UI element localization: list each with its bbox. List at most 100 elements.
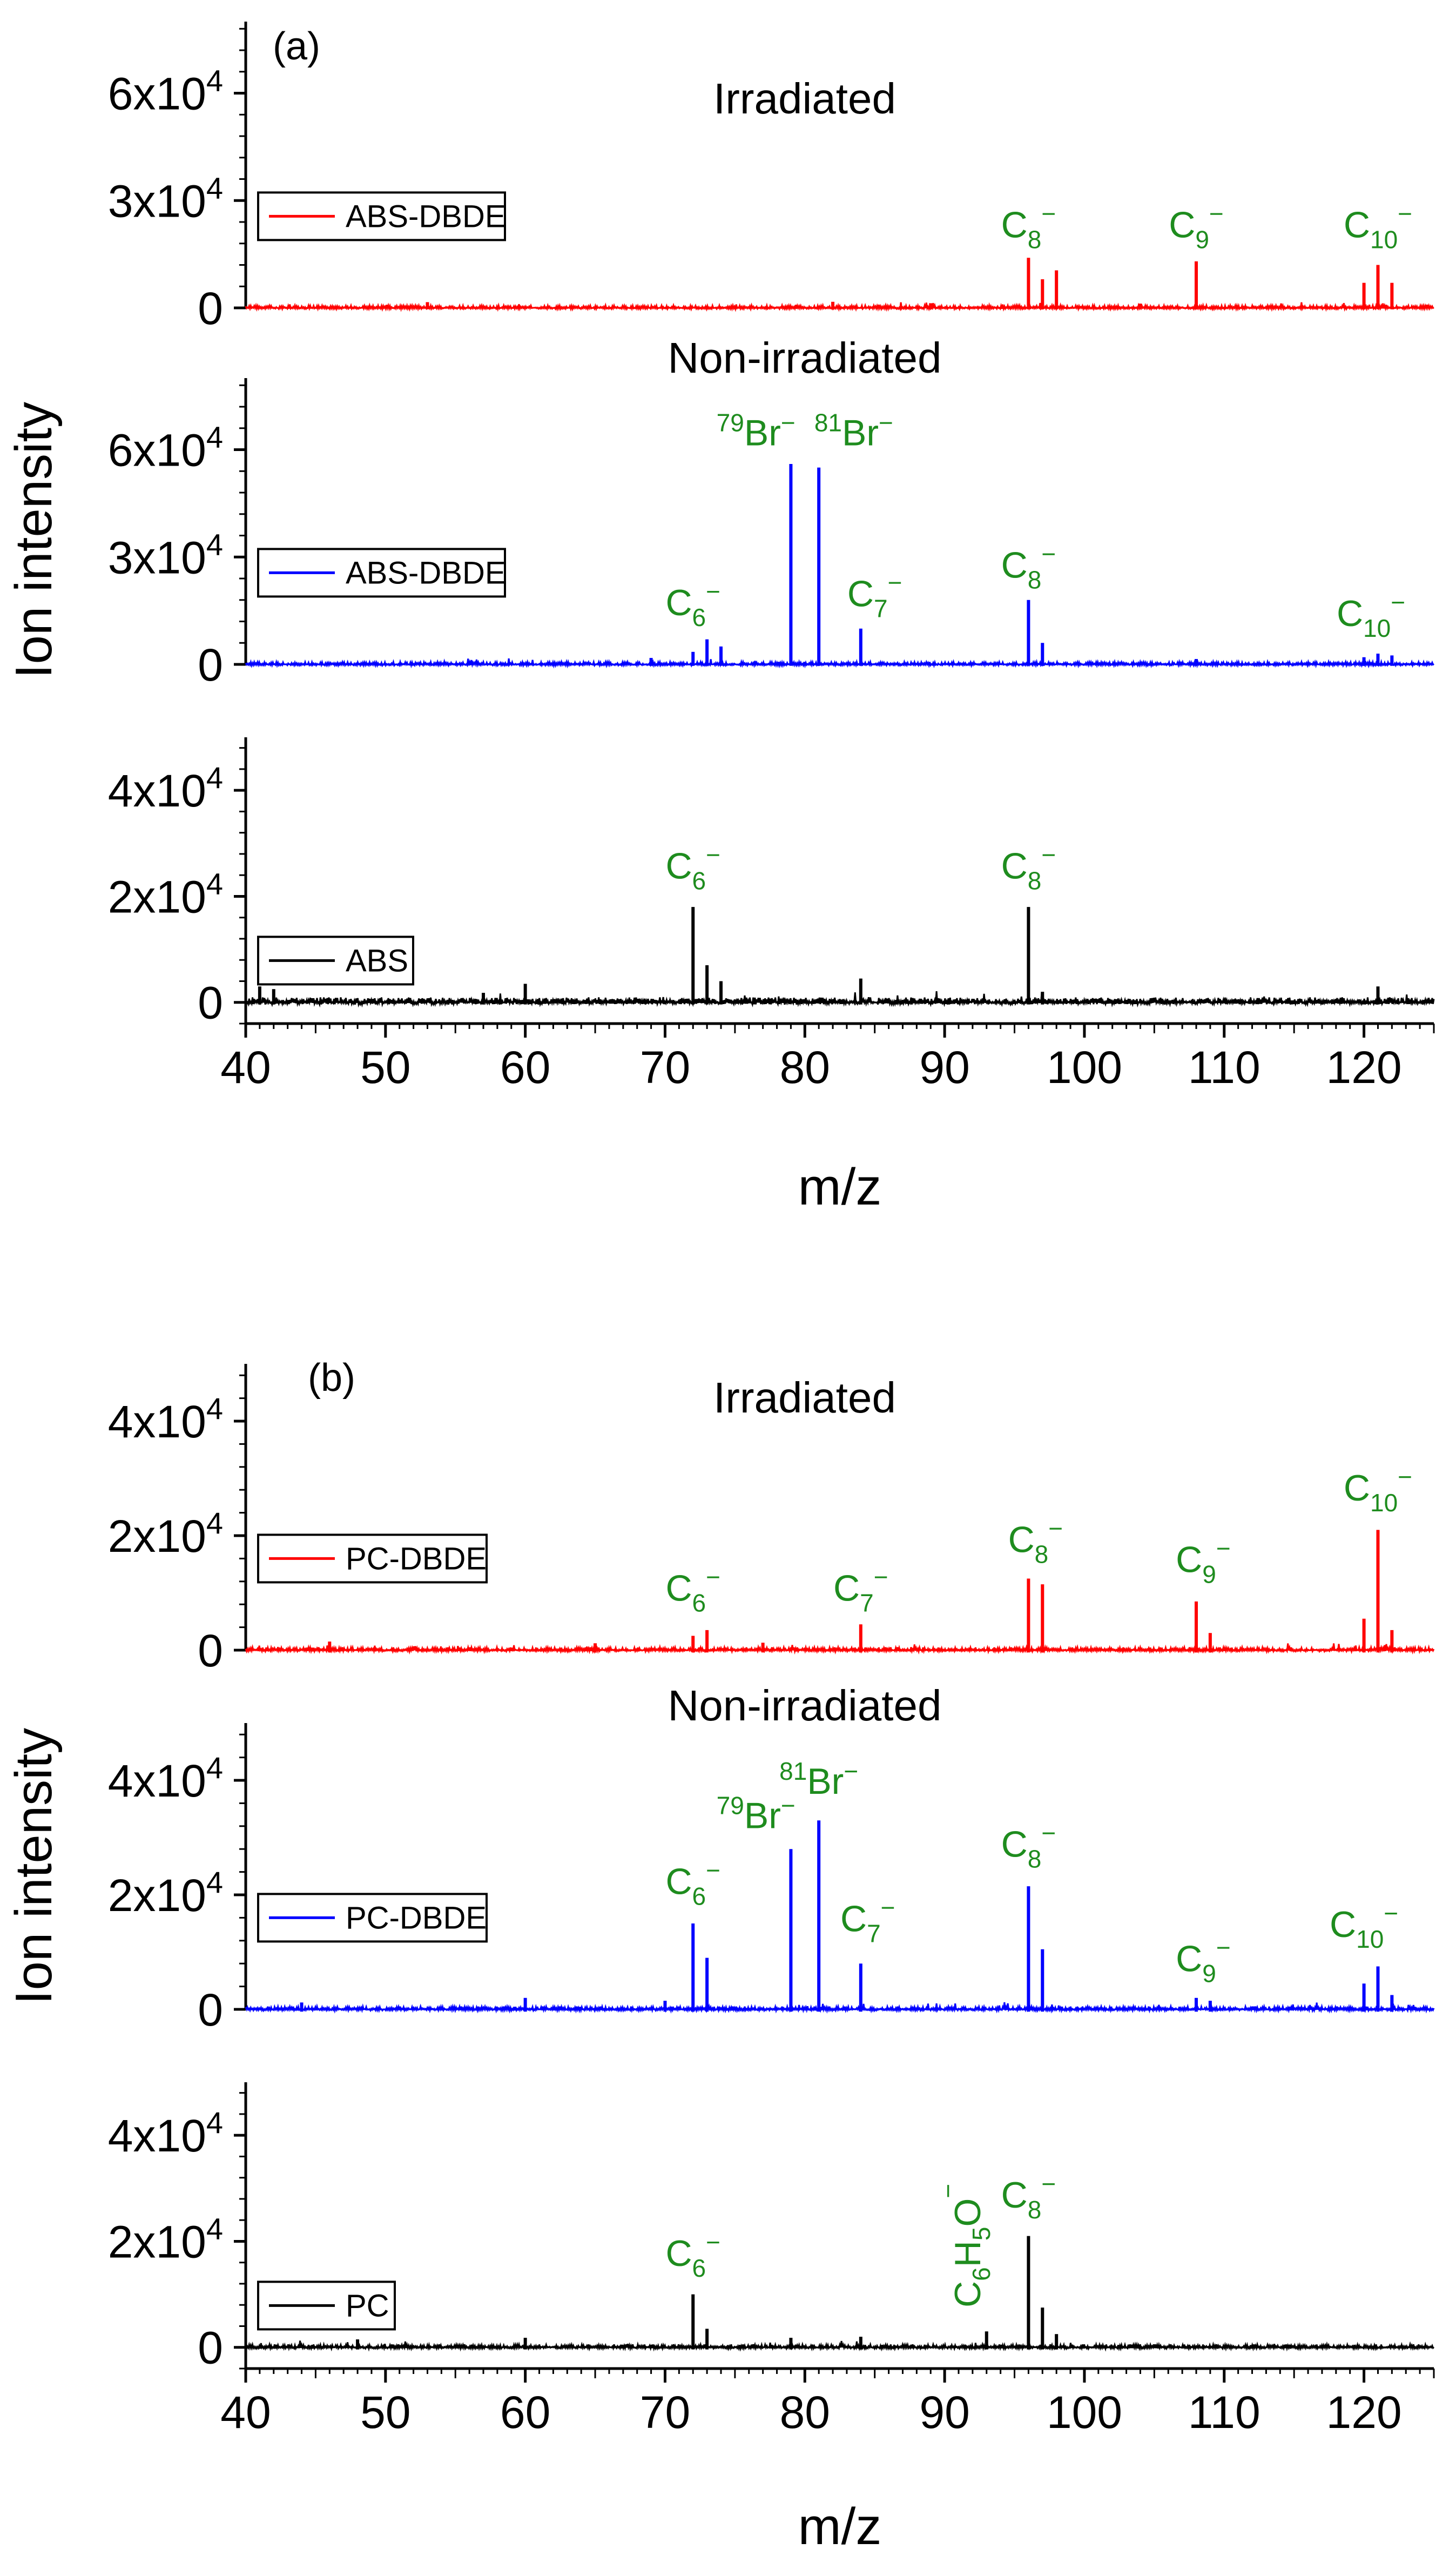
spectrum-noise [245, 302, 1434, 312]
x-tick-label: 120 [1326, 1042, 1402, 1093]
peak-annotation: 79Br− [717, 408, 796, 453]
legend: PC-DBDE [257, 1533, 488, 1584]
x-axis: 40 50 60 70 80 90 100 110 120 [220, 1022, 1435, 1093]
legend-label: ABS-DBDE [346, 199, 506, 234]
y-tick-label: 2x104 [108, 1506, 223, 1562]
x-tick-label: 60 [500, 2387, 550, 2438]
y-tick-label: 3x104 [108, 171, 223, 226]
peak-annotation: C6− [665, 1563, 720, 1617]
x-axis-label: m/z [798, 1158, 882, 1216]
peak-annotation: C10− [1344, 199, 1412, 253]
peak-annotation: C6− [665, 2228, 720, 2282]
legend-label: PC [346, 2288, 389, 2323]
peak-annotation: C8− [1001, 841, 1056, 895]
x-tick-label: 50 [360, 1042, 410, 1093]
legend: ABS [257, 936, 414, 986]
x-tick-label: 80 [780, 1042, 830, 1093]
x-tick-label: 70 [640, 1042, 690, 1093]
y-tick-label: 0 [198, 1625, 223, 1676]
peak-annotation: C9− [1176, 1934, 1231, 1988]
legend: PC-DBDE [257, 1893, 488, 1943]
panel-a: (a) Ion intensity m/z 0 3x104 6x104 Irradiated… [5, 22, 1435, 1216]
subplot-2: 0 2x104 4x104 Non-irradiated PC-DBDE C6− 79Br−… [108, 1681, 1435, 2035]
spectrum-noise [245, 1643, 1435, 1655]
peak-annotation: C6− [665, 577, 720, 631]
peak-annotation: C7− [840, 1893, 895, 1947]
spectrum-noise [245, 658, 1434, 669]
subplot-title: Non-irradiated [668, 1681, 942, 1730]
y-tick-label: 4x104 [108, 761, 223, 816]
peak-annotation: C8− [1008, 1514, 1063, 1568]
x-tick-label: 120 [1326, 2387, 1402, 2438]
peak-annotation: 81Br− [814, 408, 893, 453]
spectrum-noise [245, 991, 1435, 1008]
legend-label: ABS-DBDE [346, 555, 506, 590]
spectrum-noise [245, 2340, 1435, 2352]
peak-annotation: C8− [1001, 199, 1056, 253]
y-tick-label: 0 [198, 283, 223, 334]
peak-annotation: C10− [1337, 588, 1405, 642]
y-tick-label: 4x104 [108, 1751, 223, 1806]
x-tick-label: 80 [780, 2387, 830, 2438]
spectrum-noise [245, 2002, 1435, 2014]
panel-b: (b) Ion intensity m/z 0 2x104 4x104 Irradiated… [5, 1356, 1435, 2555]
x-tick-label: 90 [919, 2387, 969, 2438]
y-tick-label: 0 [198, 1985, 223, 2035]
panel-letter: (a) [273, 25, 320, 68]
x-tick-label: 100 [1047, 1042, 1122, 1093]
y-tick-label: 2x104 [108, 1865, 223, 1921]
subplot-1: 0 2x104 4x104 Irradiated PC-DBDE C6− C7− C8− C9−… [108, 1364, 1435, 1676]
peak-annotation: 79Br− [717, 1792, 796, 1837]
x-tick-label: 110 [1188, 1042, 1260, 1093]
y-tick-label: 0 [198, 640, 223, 690]
x-tick-label: 110 [1188, 2387, 1260, 2438]
y-tick-label: 0 [198, 978, 223, 1028]
subplot-title: Irradiated [713, 1374, 896, 1422]
legend: ABS-DBDE [257, 548, 506, 598]
x-axis: 40 50 60 70 80 90 100 110 120 [220, 2367, 1435, 2438]
legend-label: PC-DBDE [346, 1900, 487, 1935]
legend: ABS-DBDE [257, 191, 506, 241]
subplot-2: 0 3x104 6x104 Non-irradiated ABS-DBDE C6− 79Br… [108, 334, 1434, 690]
panel-letter: (b) [308, 1356, 355, 1400]
x-tick-label: 40 [220, 1042, 271, 1093]
x-axis-label: m/z [798, 2498, 882, 2555]
y-tick-label: 2x104 [108, 2211, 223, 2267]
x-tick-label: 70 [640, 2387, 690, 2438]
subplot-title: Non-irradiated [668, 334, 942, 382]
legend-label: ABS [346, 943, 408, 978]
peak-annotation: C10− [1330, 1899, 1398, 1953]
y-tick-label: 6x104 [108, 64, 223, 119]
y-tick-label: 4x104 [108, 2105, 223, 2161]
y-tick-label: 2x104 [108, 866, 223, 922]
y-tick-label: 3x104 [108, 527, 223, 583]
subplot-3: 0 2x104 4x104 PC C6− C8−C6H5O− [108, 2082, 1435, 2373]
peak-annotation: C6− [665, 1856, 720, 1911]
y-tick-label: 6x104 [108, 420, 223, 476]
x-tick-label: 50 [360, 2387, 410, 2438]
y-axis-label: Ion intensity [5, 1728, 63, 2004]
peak-annotation: C7− [847, 569, 902, 623]
x-tick-label: 60 [500, 1042, 550, 1093]
y-axis-label: Ion intensity [5, 402, 63, 678]
peak-annotation: C10− [1344, 1463, 1412, 1517]
peak-annotation: 81Br− [779, 1757, 858, 1802]
vertical-annotation: C6H5O− [934, 2184, 995, 2308]
y-tick-label: 0 [198, 2323, 223, 2373]
x-tick-label: 40 [220, 2387, 271, 2438]
peak-annotation: C9− [1169, 199, 1224, 253]
peak-annotation: C9− [1176, 1534, 1231, 1588]
x-tick-label: 100 [1047, 2387, 1122, 2438]
y-tick-label: 4x104 [108, 1391, 223, 1447]
peak-annotation: C6− [665, 841, 720, 895]
peak-annotation: C8− [1001, 1819, 1056, 1873]
peak-annotation: C8− [1001, 540, 1056, 594]
peak-annotation: C7− [833, 1563, 888, 1617]
legend-box [257, 1533, 488, 1584]
x-tick-label: 90 [919, 1042, 969, 1093]
peak-annotation: C8− [1001, 2170, 1056, 2224]
subplot-3: 0 2x104 4x104 ABS C6− C8− [108, 737, 1435, 1028]
subplot-title: Irradiated [713, 75, 896, 123]
legend-label: PC-DBDE [346, 1541, 487, 1576]
